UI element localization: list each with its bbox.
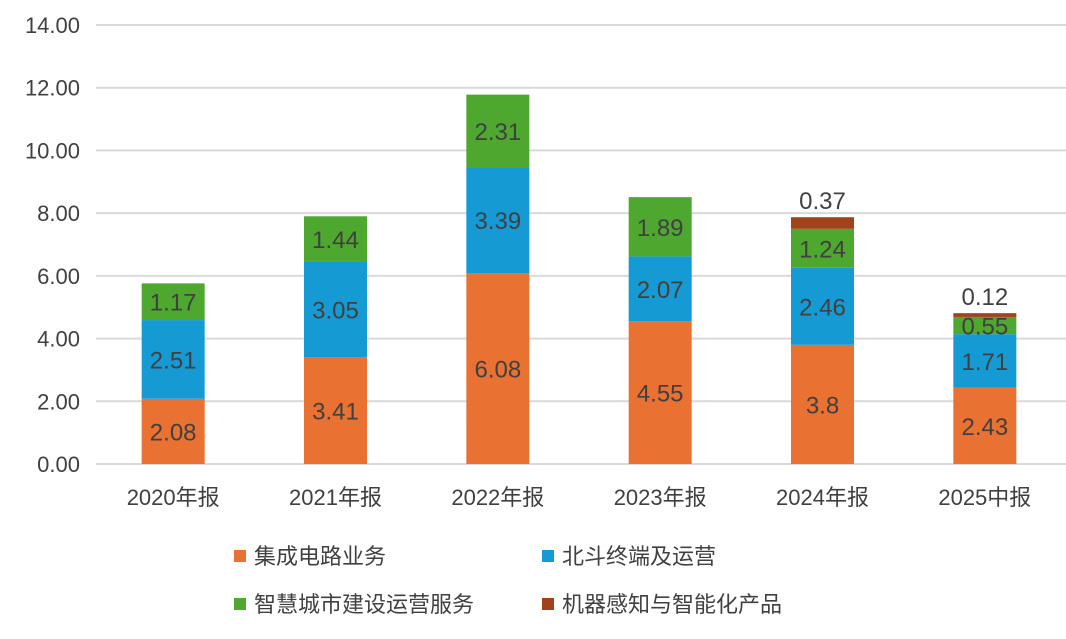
data-label: 2.07 bbox=[637, 277, 684, 304]
x-tick-label: 2021年报 bbox=[289, 485, 382, 510]
y-tick-label: 8.00 bbox=[37, 201, 80, 226]
bar-segment bbox=[791, 344, 854, 464]
data-label: 1.71 bbox=[961, 349, 1008, 376]
bar-segment bbox=[791, 228, 854, 268]
data-label: 2.46 bbox=[799, 294, 846, 321]
data-label: 3.05 bbox=[312, 297, 359, 324]
y-tick-label: 0.00 bbox=[37, 452, 80, 477]
bar-segment bbox=[141, 320, 205, 399]
y-tick-label: 12.00 bbox=[25, 76, 80, 101]
bar-segment bbox=[791, 217, 854, 229]
bar-segment bbox=[304, 357, 367, 464]
data-label: 4.55 bbox=[637, 381, 684, 408]
bar-segment bbox=[466, 94, 530, 168]
data-label: 1.24 bbox=[799, 236, 846, 263]
gridlines bbox=[96, 24, 1066, 465]
x-tick-label: 2024年报 bbox=[776, 485, 869, 510]
data-label: 1.17 bbox=[150, 290, 197, 317]
y-tick-label: 4.00 bbox=[37, 327, 80, 352]
x-tick-label: 2022年报 bbox=[451, 485, 544, 510]
legend-swatch bbox=[542, 598, 554, 610]
data-label: 0.37 bbox=[799, 188, 846, 215]
bar-segment bbox=[628, 197, 692, 257]
data-label: 3.41 bbox=[312, 399, 359, 426]
data-label: 0.12 bbox=[961, 284, 1008, 311]
legend-swatch bbox=[234, 550, 246, 562]
bar-segment bbox=[953, 334, 1017, 388]
data-label: 2.51 bbox=[150, 347, 197, 374]
legend-label: 机器感知与智能化产品 bbox=[562, 592, 782, 617]
bar-segment bbox=[141, 283, 205, 321]
legend-swatch bbox=[234, 598, 246, 610]
data-label: 2.31 bbox=[474, 119, 521, 146]
bar-segment bbox=[466, 273, 530, 464]
bar-segment bbox=[304, 261, 367, 358]
data-label: 6.08 bbox=[474, 357, 521, 384]
x-tick-label: 2023年报 bbox=[614, 485, 707, 510]
data-label: 3.8 bbox=[806, 392, 839, 419]
bar-segment bbox=[304, 216, 367, 262]
y-tick-label: 6.00 bbox=[37, 264, 80, 289]
x-tick-label: 2020年报 bbox=[127, 485, 220, 510]
data-label: 3.39 bbox=[474, 208, 521, 235]
bar-segment bbox=[628, 256, 692, 322]
data-label: 0.55 bbox=[961, 314, 1008, 341]
data-label: 1.89 bbox=[637, 215, 684, 242]
bar-segment bbox=[141, 398, 205, 464]
bar-segment bbox=[791, 267, 854, 345]
y-axis-ticks: 0.00 2.00 4.00 6.00 8.00 10.00 12.00 14.00 bbox=[25, 13, 80, 477]
legend-label: 集成电路业务 bbox=[254, 544, 386, 569]
bar-segment bbox=[953, 316, 1017, 335]
y-tick-label: 2.00 bbox=[37, 389, 80, 414]
data-label: 1.44 bbox=[312, 227, 359, 254]
y-tick-label: 10.00 bbox=[25, 138, 80, 163]
bars: 2.08 2.51 1.17 3.41 3.05 1.44 6.08 3.39 2.31 4.55… bbox=[141, 94, 1017, 464]
x-axis-ticks: 2020年报 2021年报 2022年报 2023年报 2024年报 2025中报 bbox=[127, 485, 1032, 510]
bar-segment bbox=[953, 387, 1017, 464]
legend-swatch bbox=[542, 550, 554, 562]
y-tick-label: 14.00 bbox=[25, 13, 80, 38]
data-label: 2.43 bbox=[961, 414, 1008, 441]
legend-label: 智慧城市建设运营服务 bbox=[254, 592, 474, 617]
legend-label: 北斗终端及运营 bbox=[562, 544, 716, 569]
bar-segment bbox=[628, 321, 692, 464]
bar-segment bbox=[953, 313, 1017, 317]
x-tick-label: 2025中报 bbox=[938, 485, 1031, 510]
bar-segment bbox=[466, 167, 530, 274]
data-label: 2.08 bbox=[150, 419, 197, 446]
